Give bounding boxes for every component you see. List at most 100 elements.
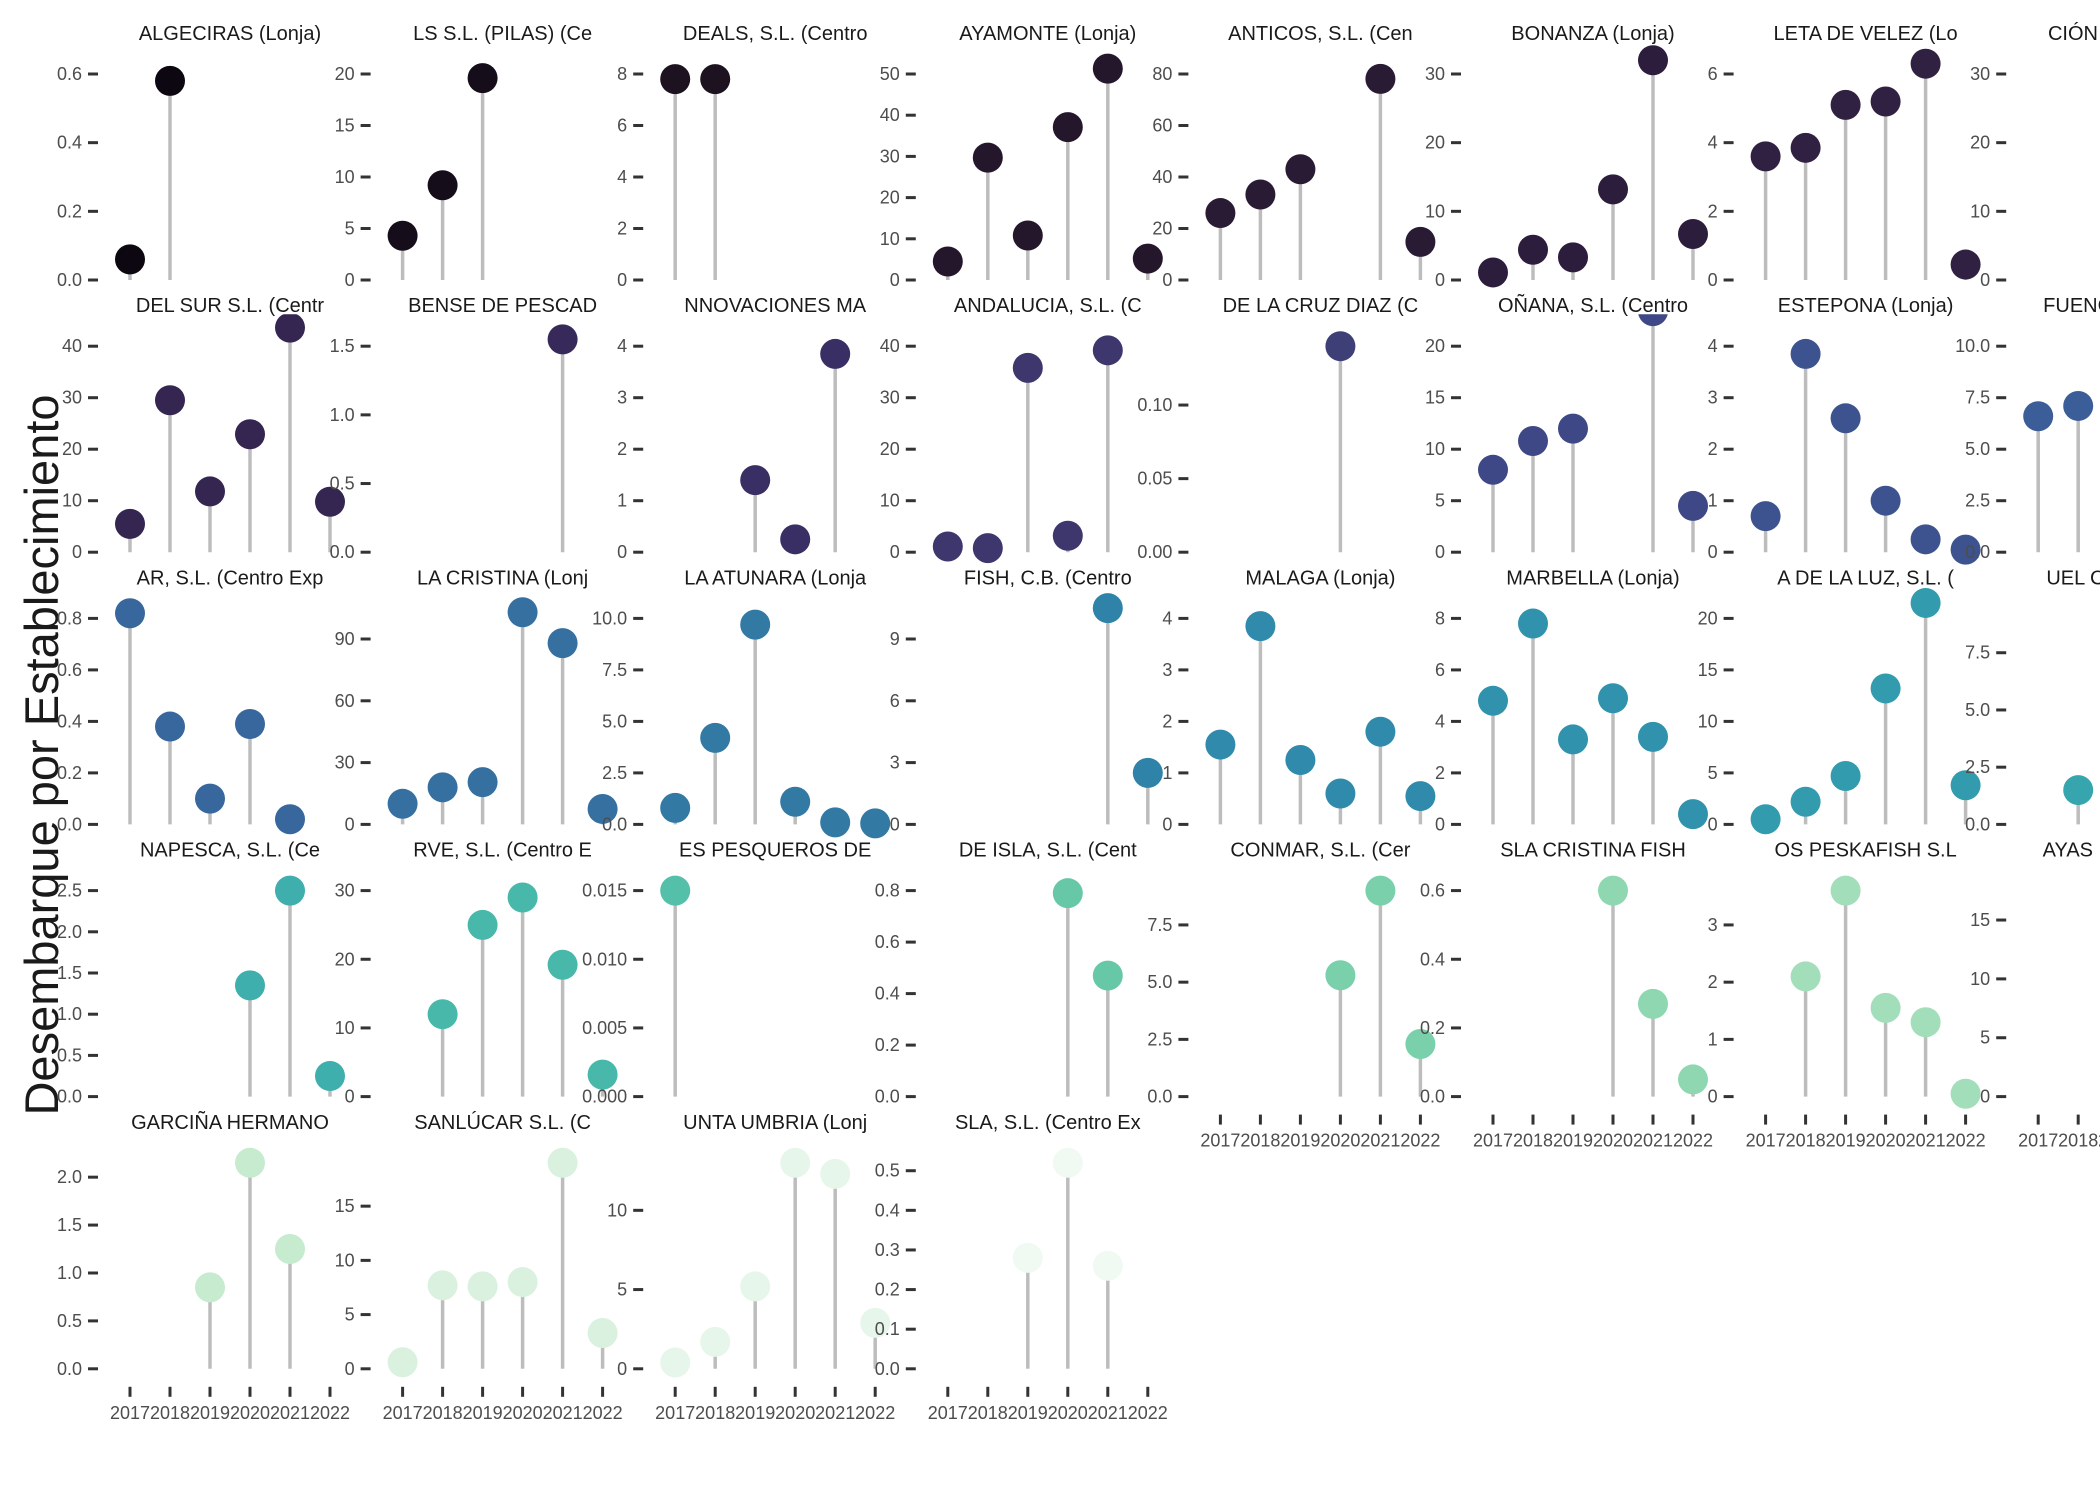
y-tick-label: 0 (1435, 542, 1445, 562)
x-tick-label: 2018 (1513, 1131, 1553, 1151)
y-tick-label: 1 (1708, 491, 1718, 511)
y-axis-title: Desembarque por Establecimiento (15, 394, 68, 1115)
facet-strip-title: ALGECIRAS (Lonja) (139, 23, 321, 45)
lollipop-point (547, 324, 578, 355)
y-tick-label: 5 (1708, 763, 1718, 783)
facet-strip-title: LA CRISTINA (Lonj (417, 567, 588, 589)
y-tick-label: 0.000 (582, 1087, 627, 1107)
lollipop-point (1598, 683, 1628, 714)
y-tick-label: 3 (1708, 388, 1718, 408)
y-tick-label: 0.1 (875, 1319, 900, 1339)
facet-strip-title: LETA DE VELEZ (Lo (1774, 23, 1958, 45)
lollipop-series (115, 598, 305, 835)
facet-panel: SLA, S.L. (Centro Ex 0.0 0.1 0.2 0.3 0.4 0.5 20… (875, 1112, 1168, 1423)
y-tick-label: 0 (1162, 270, 1172, 290)
lollipop-point (1790, 338, 1821, 369)
lollipop-point (1558, 724, 1588, 755)
facet-strip-title: ES PESQUEROS DE (679, 840, 871, 862)
y-tick-label: 3 (617, 388, 627, 408)
y-tick-label: 0.00 (1137, 542, 1172, 562)
x-tick-label: 2022 (1400, 1131, 1440, 1151)
y-tick-label: 0.4 (875, 1200, 900, 1220)
lollipop-point (1012, 352, 1043, 383)
lollipop-series (740, 338, 851, 555)
y-tick-label: 6 (890, 691, 900, 711)
y-tick-label: 6 (1435, 660, 1445, 680)
y-tick-label: 10 (1425, 201, 1445, 221)
lollipop-point (1405, 1028, 1436, 1059)
lollipop-series (1750, 338, 1981, 565)
facet-strip-title: OÑANA, S.L. (Centro (1498, 293, 1688, 317)
y-tick-label: 10 (880, 491, 900, 511)
facet-panel: RVE, S.L. (Centro E 0 10 20 30 (335, 840, 618, 1107)
facet-strip-title: SLA CRISTINA FISH (1500, 840, 1686, 862)
lollipop-series (115, 314, 345, 553)
lollipop-point (820, 338, 851, 369)
y-tick-label: 0.0 (57, 1359, 82, 1379)
y-tick-label: 5 (1435, 491, 1445, 511)
y-tick-label: 6 (1708, 64, 1718, 84)
y-tick-label: 0 (72, 542, 82, 562)
lollipop-point (1132, 757, 1163, 788)
lollipop-point (1365, 63, 1396, 94)
lollipop-point (115, 598, 145, 629)
y-tick-label: 8 (1435, 608, 1445, 628)
lollipop-point (387, 788, 418, 819)
y-tick-label: 0.4 (875, 984, 900, 1004)
y-tick-label: 0.5 (57, 1311, 82, 1331)
y-tick-label: 20 (1698, 608, 1718, 628)
y-tick-label: 10 (1698, 711, 1718, 731)
facet-strip-title: UNTA UMBRIA (Lonj (683, 1112, 867, 1134)
lollipop-point (860, 808, 891, 839)
lollipop-series (387, 597, 618, 825)
facet-panel: NAPESCA, S.L. (Ce 0.0 0.5 1.0 1.5 2.0 2.5 (57, 840, 345, 1107)
lollipop-series (427, 882, 618, 1097)
lollipop-point (1910, 524, 1941, 555)
lollipop-point (1245, 179, 1276, 210)
lollipop-point (1598, 875, 1628, 906)
lollipop-point (1405, 781, 1436, 812)
lollipop-point (1638, 988, 1668, 1019)
facet-strip-title: ANDALUCIA, S.L. (C (954, 295, 1142, 317)
facet-panel: SLA CRISTINA FISH 0.0 0.2 0.4 0.6 2017 2018 201… (1420, 840, 1713, 1151)
lollipop-point (1365, 716, 1396, 747)
y-tick-label: 0 (345, 1359, 355, 1379)
x-tick-label: 2019 (1008, 1403, 1048, 1423)
lollipop-point (467, 63, 498, 94)
lollipop-point (1950, 534, 1981, 565)
lollipop-point (1638, 314, 1668, 327)
y-tick-label: 20 (880, 188, 900, 208)
lollipop-point (932, 246, 963, 277)
y-tick-label: 7.5 (602, 660, 627, 680)
lollipop-point (467, 909, 498, 940)
lollipop-point (1558, 413, 1588, 444)
x-tick-label: 2017 (1746, 1131, 1786, 1151)
lollipop-point (1052, 520, 1083, 551)
lollipop-point (427, 772, 458, 803)
lollipop-series (1325, 331, 1356, 553)
y-tick-label: 40 (880, 105, 900, 125)
y-tick-label: 40 (880, 336, 900, 356)
lollipop-point (115, 244, 145, 275)
lollipop-series (660, 64, 731, 280)
lollipop-point (660, 792, 691, 823)
y-tick-label: 2 (617, 219, 627, 239)
y-tick-label: 20 (1152, 219, 1172, 239)
lollipop-point (780, 1147, 811, 1178)
y-tick-label: 0 (1980, 270, 1990, 290)
x-tick-label: 2019 (2098, 1131, 2100, 1151)
facet-strip-title: BENSE DE PESCAD (408, 295, 597, 317)
lollipop-point (387, 1347, 418, 1378)
x-tick-label: 2019 (190, 1403, 230, 1423)
lollipop-point (387, 220, 418, 251)
y-tick-label: 2 (1162, 711, 1172, 731)
facet-panel: AR, S.L. (Centro Exp 0.0 0.2 0.4 0.6 0.8 (57, 567, 323, 834)
y-tick-label: 0.0 (1965, 542, 1990, 562)
facet-panel: LS S.L. (PILAS) (Ce 0 5 10 15 20 (335, 23, 593, 290)
lollipop-point (1750, 141, 1781, 172)
lollipop-point (972, 533, 1003, 564)
lollipop-point (1092, 53, 1123, 84)
lollipop-point (1950, 770, 1981, 801)
y-tick-label: 20 (880, 439, 900, 459)
